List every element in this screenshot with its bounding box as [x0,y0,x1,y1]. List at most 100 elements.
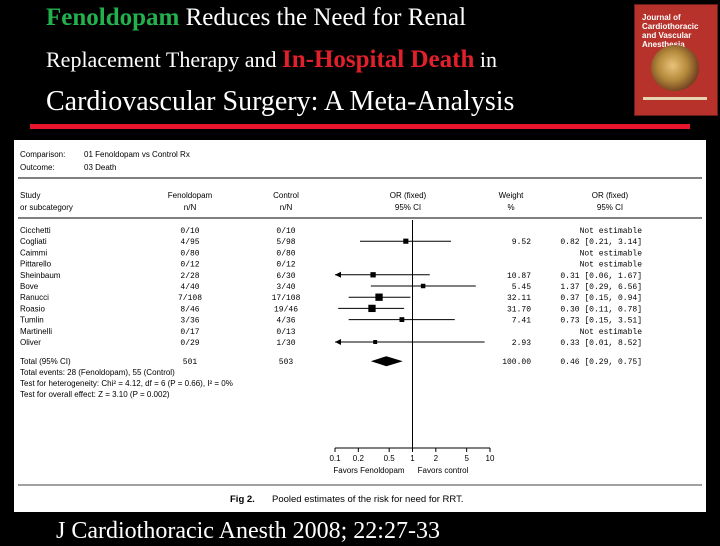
study-point [403,238,409,244]
slide-title-line-1: Fenoldopam Reduces the Need for Renal [46,4,466,32]
study-fenoldopam: 4/95 [180,238,199,247]
study-or-ci: Not estimable [580,261,643,270]
title-line2-start: Replacement Therapy and [46,47,282,72]
study-ci-arrow [335,271,341,278]
header-study-sub: or subcategory [20,203,73,212]
favors-fenoldopam-label: Favors Fenoldopam [333,466,404,475]
header-or-fixed: OR (fixed) [390,191,427,200]
forest-plot: Comparison: 01 Fenoldopam vs Control Rx Ou… [18,150,702,505]
study-name: Cicchetti [20,226,51,235]
study-or-ci: 0.73 [0.15, 3.51] [560,317,642,326]
x-tick-label: 0.5 [384,454,396,463]
study-weight: 32.11 [507,294,531,303]
figure-caption-label: Fig 2. [230,494,255,505]
study-or-ci: 0.33 [0.01, 8.52] [560,339,642,348]
study-control: 5/98 [276,238,295,247]
study-control: 19/46 [274,305,298,314]
study-fenoldopam: 7/108 [178,294,202,303]
total-or-ci: 0.46 [0.29, 0.75] [560,358,642,367]
title-in-hospital-death: In-Hospital Death [282,46,475,73]
x-tick-label: 2 [434,454,439,463]
header-weight-sub: % [507,203,514,212]
journal-cover-text: Journal of Cardiothoracic and Vascular A… [642,13,699,49]
outcome-label: Outcome: [20,163,55,172]
study-name: Bove [20,282,39,291]
study-point [375,293,383,301]
favors-control-label: Favors control [418,466,469,475]
title-line2-end: in [474,47,498,72]
study-point [399,317,405,323]
study-name: Tumlin [20,316,44,325]
slide-title-line-2: Replacement Therapy and In-Hospital Deat… [46,46,497,74]
study-name: Ranucci [20,293,49,302]
study-name: Pittarello [20,260,52,269]
journal-cover-band [643,97,707,100]
study-or-ci: Not estimable [580,249,643,258]
study-control: 0/80 [276,249,295,258]
header-fenoldopam: Fenoldopam [168,191,213,200]
study-name: Oliver [20,338,41,347]
study-name: Cogliati [20,237,47,246]
header-or-fixed-sub: 95% CI [395,203,421,212]
study-point [370,272,376,278]
journal-cover-image: Journal of Cardiothoracic and Vascular A… [634,4,718,116]
study-fenoldopam: 0/80 [180,249,199,258]
title-divider [30,124,690,129]
study-fenoldopam: 0/10 [180,227,199,236]
study-fenoldopam: 2/28 [180,272,199,281]
slide-title-line-3: Cardiovascular Surgery: A Meta-Analysis [46,86,515,117]
study-name: Sheinbaum [20,271,61,280]
study-point [420,283,426,289]
study-name: Martinelli [20,327,52,336]
x-tick-label: 10 [486,454,495,463]
header-control-sub: n/N [280,203,293,212]
heterogeneity-test: Test for heterogeneity: Chi² = 4.12, df … [20,379,233,388]
x-tick-label: 5 [464,454,469,463]
study-fenoldopam: 3/36 [180,317,199,326]
study-control: 3/40 [276,283,295,292]
study-weight: 2.93 [512,339,531,348]
total-weight: 100.00 [502,358,531,367]
study-or-ci: Not estimable [580,328,643,337]
header-control: Control [273,191,299,200]
study-fenoldopam: 0/12 [180,261,199,270]
study-or-ci: 0.37 [0.15, 0.94] [560,294,642,303]
header-weight: Weight [499,191,525,200]
header-fenoldopam-sub: n/N [184,203,197,212]
study-weight: 7.41 [512,317,531,326]
study-or-ci: Not estimable [580,227,643,236]
study-fenoldopam: 0/29 [180,339,199,348]
study-or-ci: 0.82 [0.21, 3.14] [560,238,642,247]
study-fenoldopam: 4/40 [180,283,199,292]
study-fenoldopam: 0/17 [180,328,199,337]
study-weight: 5.45 [512,283,531,292]
study-control: 4/36 [276,317,295,326]
study-name: Roasio [20,304,45,313]
study-control: 6/30 [276,272,295,281]
x-tick-label: 1 [410,454,415,463]
overall-effect-test: Test for overall effect: Z = 3.10 (P = 0… [20,390,170,399]
forest-plot-figure: Comparison: 01 Fenoldopam vs Control Rx Ou… [14,140,706,512]
study-weight: 10.87 [507,272,531,281]
comparison-label: Comparison: [20,150,65,159]
title-fenoldopam: Fenoldopam [46,4,180,31]
citation: J Cardiothoracic Anesth 2008; 22:27-33 [56,518,440,544]
study-or-ci: 1.37 [0.29, 6.56] [560,283,642,292]
total-fenoldopam: 501 [183,358,198,367]
x-tick-label: 0.2 [353,454,365,463]
study-weight: 9.52 [512,238,531,247]
study-point [368,304,376,313]
study-or-ci: 0.31 [0.06, 1.67] [560,272,642,281]
title-line1-rest: Reduces the Need for Renal [179,4,467,31]
study-control: 0/13 [276,328,295,337]
header-study: Study [20,191,40,200]
study-point [373,340,378,344]
study-control: 0/12 [276,261,295,270]
x-tick-label: 0.1 [329,454,341,463]
header-or-ci: OR (fixed) [592,191,629,200]
study-control: 0/10 [276,227,295,236]
total-diamond [370,356,403,367]
comparison-value: 01 Fenoldopam vs Control Rx [84,150,190,159]
study-control: 1/30 [276,339,295,348]
figure-caption-text: Pooled estimates of the risk for need fo… [272,494,464,505]
